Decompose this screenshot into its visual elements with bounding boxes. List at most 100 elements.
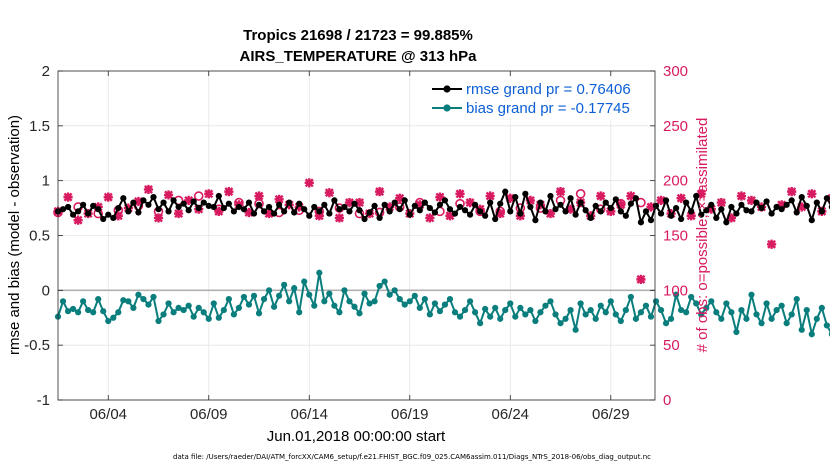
bias-point xyxy=(487,313,494,320)
bias-point xyxy=(678,306,685,314)
x-tick-label: 06/24 xyxy=(491,406,529,423)
rmse-point xyxy=(240,206,248,213)
obs-assimilated-point xyxy=(445,211,455,221)
obs-assimilated-point xyxy=(766,239,777,249)
bias-point xyxy=(245,301,253,308)
bias-point xyxy=(75,309,82,316)
rmse-point xyxy=(396,206,403,213)
bias-point xyxy=(361,290,368,297)
obs-assimilated-point xyxy=(153,213,164,223)
bias-point xyxy=(482,305,489,313)
rmse-point xyxy=(512,194,519,201)
rmse-point xyxy=(542,208,549,215)
obs-assimilated-point xyxy=(324,188,334,198)
bias-point xyxy=(316,269,323,276)
obs-assimilated-point xyxy=(123,203,133,213)
rmse-point xyxy=(713,214,720,222)
rmse-point xyxy=(622,212,629,219)
rmse-point xyxy=(537,199,544,206)
rmse-point xyxy=(451,210,459,217)
bias-point xyxy=(527,306,534,314)
bias-point xyxy=(713,309,720,316)
bias-point xyxy=(276,292,283,299)
bias-point xyxy=(110,314,117,321)
obs-assimilated-point xyxy=(385,202,395,212)
x-tick-label: 06/09 xyxy=(190,406,228,423)
bias-point xyxy=(391,287,398,294)
rmse-point xyxy=(768,210,775,217)
bias-point xyxy=(205,315,212,322)
bias-point xyxy=(175,304,182,311)
bias-point xyxy=(160,311,167,318)
obs-assimilated-point xyxy=(797,202,807,212)
bias-point xyxy=(220,306,227,314)
bias-point xyxy=(562,315,569,322)
y2-axis-label: # of obs: o=possible; ×=assimilated xyxy=(694,118,711,353)
obs-assimilated-point xyxy=(656,195,666,206)
rmse-point xyxy=(386,208,393,215)
bias-point xyxy=(296,309,303,316)
bias-point xyxy=(64,308,72,315)
bias-point xyxy=(326,290,333,297)
bias-point xyxy=(798,326,805,333)
rmse-point xyxy=(798,194,805,201)
rmse-point xyxy=(291,209,298,216)
bias-point xyxy=(85,306,92,314)
bias-point xyxy=(502,306,509,314)
y-tick-label: -0.5 xyxy=(24,337,50,354)
legend-label-rmse: rmse grand pr = 0.76406 xyxy=(466,81,631,98)
y-tick-label: 0 xyxy=(42,282,50,299)
bias-point xyxy=(567,306,574,314)
rmse-point xyxy=(728,203,735,211)
rmse-point xyxy=(823,195,830,202)
rmse-point xyxy=(331,197,338,204)
rmse-point xyxy=(205,202,212,209)
rmse-point xyxy=(401,197,408,204)
bias-point xyxy=(652,298,660,305)
rmse-point xyxy=(75,208,82,215)
bias-point xyxy=(59,298,67,305)
bias-point xyxy=(612,311,619,318)
bias-point xyxy=(130,304,137,311)
bias-point xyxy=(728,309,735,316)
bias-point xyxy=(125,298,132,305)
bias-point xyxy=(783,320,790,327)
obs-assimilated-point xyxy=(565,204,576,214)
rmse-point xyxy=(637,219,645,226)
plot-area xyxy=(53,178,830,339)
obs-assimilated-point xyxy=(686,211,696,221)
rmse-point xyxy=(662,197,670,204)
bias-point xyxy=(622,306,629,314)
rmse-point xyxy=(477,208,484,215)
x-tick-label: 06/29 xyxy=(592,406,630,423)
rmse-point xyxy=(502,188,509,195)
legend-marker-rmse xyxy=(443,85,451,93)
bias-point xyxy=(115,309,122,316)
rmse-point xyxy=(115,204,122,212)
legend-label-bias: bias grand pr = -0.17745 xyxy=(466,100,630,117)
rmse-point xyxy=(301,206,308,213)
x-tick-label: 06/19 xyxy=(391,406,429,423)
obs-assimilated-point xyxy=(334,213,345,223)
rmse-point xyxy=(708,201,715,208)
rmse-point xyxy=(733,210,740,217)
rmse-point xyxy=(632,195,640,202)
obs-assimilated-point xyxy=(73,215,83,225)
bias-point xyxy=(673,291,680,298)
rmse-point xyxy=(145,201,152,208)
rmse-point xyxy=(215,192,222,200)
bias-point xyxy=(748,291,755,298)
obs-assimilated-point xyxy=(143,184,154,195)
obs-assimilated-point xyxy=(696,189,706,199)
bias-point xyxy=(301,278,308,285)
rmse-point xyxy=(225,200,232,207)
rmse-point xyxy=(783,201,790,208)
bias-point xyxy=(421,296,428,303)
rmse-point xyxy=(557,201,564,208)
rmse-point xyxy=(748,208,755,215)
bias-point xyxy=(165,300,172,307)
rmse-point xyxy=(602,199,609,206)
y-tick-label: 1 xyxy=(42,173,50,190)
rmse-point xyxy=(497,200,504,207)
